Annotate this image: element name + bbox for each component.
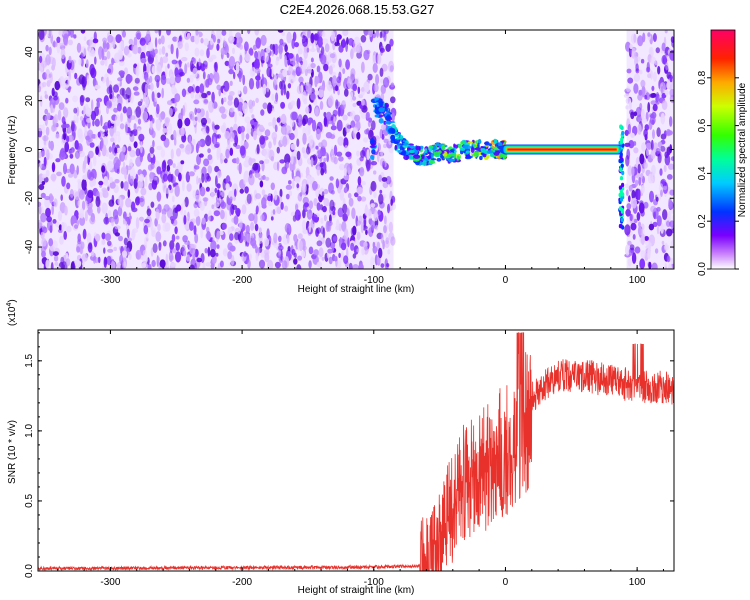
spectrogram-xtick-label: -100: [364, 275, 384, 286]
snr-ytick-label: 0.5: [24, 494, 35, 508]
colorbar-tick-label: 0.2: [697, 214, 708, 228]
snr-xtick-label: -100: [364, 577, 384, 588]
snr-xtick-label: 0: [503, 577, 509, 588]
spectrogram-panel: -300 -200 -100 0 100 40 20 0 -20 -40 Height of st…: [7, 29, 675, 295]
colorbar-tick-label: 0.0: [697, 262, 708, 276]
snr-exponent: (x104): [6, 299, 18, 326]
snr-axes: -300 -200 -100 0 100 0.0 0.5 1.0 1.5: [24, 330, 674, 588]
colorbar-tick-label: 0.6: [697, 118, 708, 132]
spectrogram-ytick-label: 0: [24, 146, 35, 152]
spectrogram-ytick-label: -40: [24, 239, 35, 254]
snr-ytick-label: 1.5: [24, 353, 35, 367]
noise-field: [38, 30, 674, 269]
spectrogram-ytick-label: 40: [24, 46, 35, 58]
snr-line: [38, 332, 674, 571]
snr-series: [38, 332, 674, 571]
colorbar-tick-label: 0.8: [697, 70, 708, 84]
spectrogram-axes: -300 -200 -100 0 100 40 20 0 -20 -40: [24, 30, 674, 286]
snr-ytick-label: 1.0: [24, 423, 35, 437]
snr-xlabel: Height of straight line (km): [298, 585, 415, 596]
spectrogram-ytick-label: 20: [24, 95, 35, 107]
spectrogram-ytick-label: -20: [24, 191, 35, 206]
colorbar: 0.0 0.2 0.4 0.6 0.8 Normalized spectral ampl…: [697, 29, 748, 276]
snr-ytick-label: 0.0: [24, 564, 35, 578]
colorbar-label: Normalized spectral amplitude: [737, 82, 748, 217]
snr-exponent-power: 4: [6, 303, 13, 307]
spectrogram-xtick-label: 0: [503, 275, 509, 286]
spectrogram-ylabel: Frequency (Hz): [7, 116, 18, 185]
snr-frame: [37, 329, 675, 572]
snr-panel: -300 -200 -100 0 100 0.0 0.5 1.0 1.5 Height of s…: [6, 299, 675, 596]
colorbar-gradient: [710, 29, 736, 270]
colorbar-ticks: 0.0 0.2 0.4 0.6 0.8: [697, 70, 739, 276]
signal-trace: [369, 96, 625, 230]
snr-xtick-label: -200: [232, 577, 252, 588]
snr-xtick-label: 100: [629, 577, 646, 588]
figure-title: C2E4.2026.068.15.53.G27: [280, 2, 435, 17]
colorbar-tick-label: 0.4: [697, 166, 708, 180]
spectrogram-xtick-label: -300: [100, 275, 120, 286]
spectrogram-xtick-label: 100: [629, 275, 646, 286]
spectrogram-xlabel: Height of straight line (km): [298, 284, 415, 295]
spectrogram-xtick-label: -200: [232, 275, 252, 286]
snr-xtick-label: -300: [100, 577, 120, 588]
snr-ylabel: SNR (10 * v/v): [7, 420, 18, 484]
